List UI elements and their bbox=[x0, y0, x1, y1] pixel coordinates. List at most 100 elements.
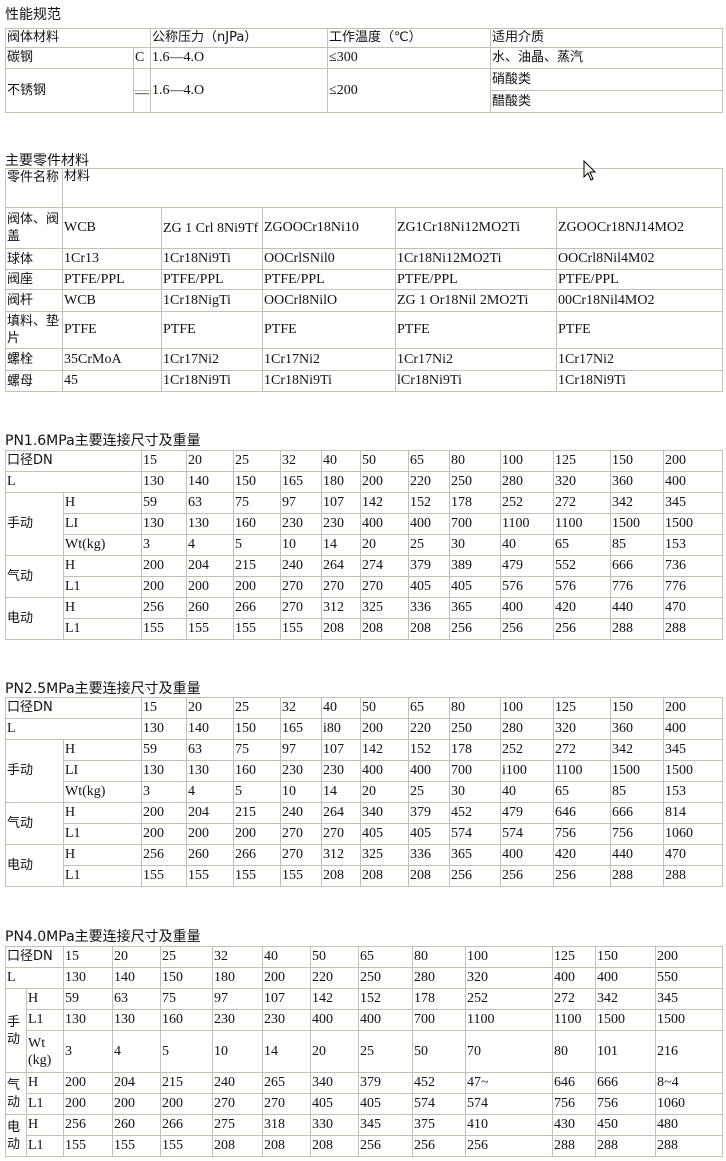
dn-value: 32 bbox=[212, 946, 263, 968]
table-row: L 130 140 150 165 i80 200 220 250 280 320 360 400 bbox=[5, 718, 723, 740]
part-material: 1Cr18Ni12MO2Ti bbox=[395, 248, 557, 270]
mouse-pointer-icon bbox=[583, 160, 597, 181]
cell-value: 256 bbox=[358, 1135, 413, 1157]
part-material: PTFE/PPL bbox=[262, 269, 396, 290]
cell-value: 256 bbox=[449, 865, 501, 887]
cell-value: 440 bbox=[610, 597, 664, 619]
cell-value: 63 bbox=[186, 492, 234, 514]
cell-value: 155 bbox=[186, 865, 234, 887]
cell-value: 230 bbox=[262, 1009, 311, 1031]
cell-value: 160 bbox=[233, 760, 281, 782]
dn-value: 125 bbox=[553, 697, 611, 719]
header-temperature: 工作温度（℃） bbox=[327, 28, 492, 48]
dn-value: 40 bbox=[321, 697, 361, 719]
cell-value: 97 bbox=[280, 739, 322, 761]
cell-value: 208 bbox=[321, 865, 361, 887]
table-row: L1 155 155 155 208 208 208 256 256 256 288 288 288 bbox=[6, 1135, 723, 1157]
cell-value: 204 bbox=[186, 555, 234, 577]
cell-value: 756 bbox=[610, 823, 664, 845]
cell-value: 200 bbox=[233, 576, 281, 598]
cell-value: 270 bbox=[280, 597, 322, 619]
table-row: L1 200 200 200 270 270 405 405 574 574 756 756 1060 bbox=[6, 823, 723, 845]
dn-value: 80 bbox=[412, 946, 466, 968]
cell-value: 200 bbox=[141, 576, 187, 598]
cell-value: 574 bbox=[465, 1093, 553, 1115]
cell-value: 342 bbox=[610, 739, 664, 761]
media-stainless-1: 硝酸类 bbox=[490, 68, 724, 91]
table-row: 电动 H 256 260 266 275 318 330 345 375 410 430 450 480 bbox=[5, 1114, 723, 1157]
cell-value: 14 bbox=[321, 534, 361, 556]
row-label: LI bbox=[63, 760, 142, 782]
cell-value: 178 bbox=[449, 739, 501, 761]
cell-value: 215 bbox=[233, 802, 281, 824]
cell-value: 365 bbox=[449, 844, 501, 866]
cell-value: 153 bbox=[663, 781, 723, 803]
part-material: 45 bbox=[62, 370, 162, 392]
cell-value: 208 bbox=[321, 618, 361, 640]
cell-value: 200 bbox=[141, 823, 187, 845]
cell-value: 75 bbox=[160, 988, 213, 1010]
dn-value: 80 bbox=[449, 697, 501, 719]
cell-value: 420 bbox=[553, 597, 611, 619]
cell-value: 574 bbox=[412, 1093, 466, 1115]
cell-value: 666 bbox=[610, 802, 664, 824]
cell-value: 130 bbox=[63, 1009, 113, 1031]
l-value: 250 bbox=[449, 471, 501, 493]
drive-type-label: 电动 bbox=[5, 1114, 27, 1157]
cell-value: 200 bbox=[186, 576, 234, 598]
cell-value: 325 bbox=[360, 597, 409, 619]
cell-value: 345 bbox=[655, 988, 723, 1010]
row-label: H bbox=[63, 739, 142, 761]
part-material: 1Cr18Ni9Ti bbox=[161, 370, 263, 392]
cell-value: 230 bbox=[280, 760, 322, 782]
dn-value: 32 bbox=[280, 450, 322, 472]
dn-value: 20 bbox=[112, 946, 161, 968]
cell-value: 97 bbox=[280, 492, 322, 514]
row-label: L1 bbox=[26, 1093, 64, 1115]
temp-stainless: ≤200 bbox=[327, 68, 492, 113]
dn-value: 20 bbox=[186, 697, 234, 719]
cell-value: 270 bbox=[212, 1093, 263, 1115]
l-value: 140 bbox=[112, 967, 161, 989]
drive-type-label: 手动 bbox=[5, 988, 27, 1073]
table-row: 手动 H 59 63 75 97 107 142 152 178 252 272 342 345 bbox=[5, 739, 723, 803]
cell-value: 574 bbox=[500, 823, 554, 845]
l-value: 165 bbox=[280, 471, 322, 493]
cell-value: 8~4 bbox=[655, 1072, 723, 1094]
row-label: LI bbox=[63, 513, 142, 535]
table-row: 电动 H 256 260 266 270 312 325 336 365 400 420 440 470 bbox=[5, 844, 723, 887]
l-value: 130 bbox=[141, 471, 187, 493]
row-label: Wt (kg) bbox=[26, 1030, 64, 1073]
dn-value: 65 bbox=[358, 946, 413, 968]
part-material: 1Cr17Ni2 bbox=[555, 348, 724, 371]
cell-value: 1500 bbox=[655, 1009, 723, 1031]
dn-value: 100 bbox=[465, 946, 553, 968]
cell-value: 25 bbox=[408, 781, 450, 803]
cell-value: 252 bbox=[500, 492, 554, 514]
cell-value: 1060 bbox=[655, 1093, 723, 1115]
table-row: LI 130 130 160 230 230 400 400 700 i100 1100 1500 15… bbox=[6, 760, 723, 782]
part-material: ZG1Cr18Ni12MO2Ti bbox=[395, 207, 557, 249]
cell-value: 256 bbox=[500, 865, 554, 887]
cell-value: 256 bbox=[500, 618, 554, 640]
l-value: 130 bbox=[141, 718, 187, 740]
cell-value: 130 bbox=[141, 513, 187, 535]
cell-value: 63 bbox=[186, 739, 234, 761]
dn-value: 40 bbox=[262, 946, 311, 968]
cell-value: 75 bbox=[233, 739, 281, 761]
cell-value: 10 bbox=[280, 534, 322, 556]
cell-value: 400 bbox=[500, 597, 554, 619]
cell-value: 1060 bbox=[663, 823, 723, 845]
cell-value: 50 bbox=[412, 1030, 466, 1073]
cell-value: 20 bbox=[310, 1030, 359, 1073]
cell-value: 700 bbox=[449, 513, 501, 535]
l-value: 180 bbox=[321, 471, 361, 493]
l-value: 400 bbox=[595, 967, 656, 989]
header-media: 适用介质 bbox=[490, 28, 724, 48]
cell-value: 340 bbox=[310, 1072, 359, 1094]
table-row: Wt(kg) 3 4 5 10 14 20 25 30 40 65 85 153 bbox=[6, 781, 723, 803]
part-name: 螺栓 bbox=[5, 348, 63, 371]
table-row: L1 155 155 155 155 208 208 208 256 256 256 288 288 bbox=[6, 618, 723, 640]
cell-value: 342 bbox=[595, 988, 656, 1010]
cell-value: 1500 bbox=[610, 513, 664, 535]
